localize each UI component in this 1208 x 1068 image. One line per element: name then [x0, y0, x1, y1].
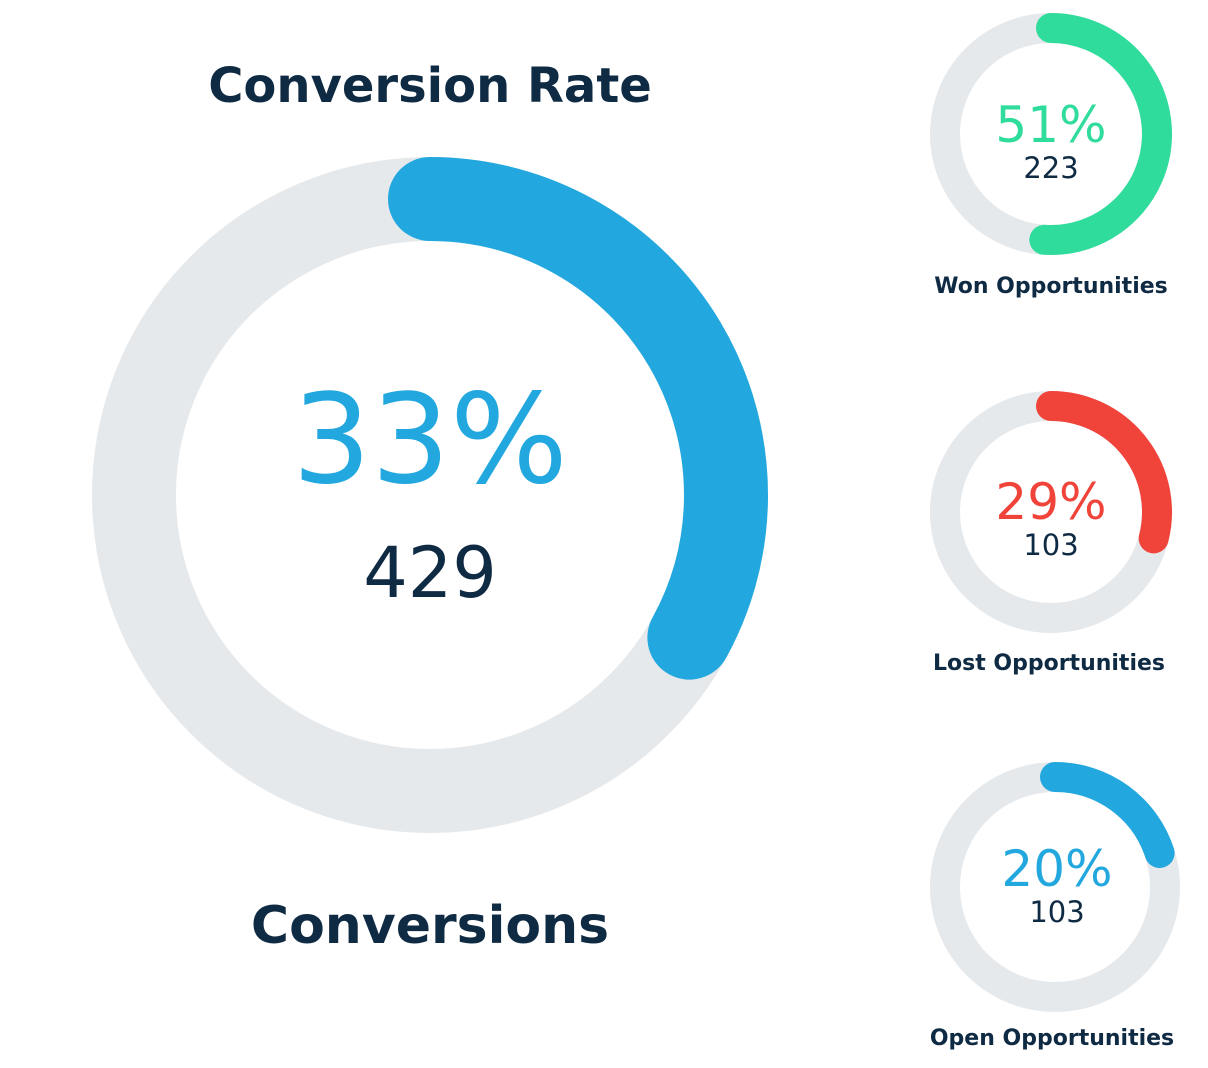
lost-donut-value-arc	[1036, 391, 1172, 554]
lost-center: 29% 103	[926, 477, 1176, 560]
open-opportunities-label: Open Opportunities	[929, 1026, 1175, 1051]
open-count-label: 103	[1029, 895, 1085, 929]
open-percent-label: 20%	[1001, 840, 1113, 898]
main-donut-value-arc	[388, 157, 768, 680]
open-donut-value-arc	[1040, 762, 1175, 869]
lost-percent-label: 29%	[995, 473, 1107, 531]
main-count-label: 429	[363, 532, 497, 614]
lost-count-label: 103	[1023, 528, 1079, 562]
won-count-label: 223	[1023, 151, 1079, 185]
won-opportunities-label: Won Opportunities	[934, 274, 1168, 299]
lost-opportunities-label: Lost Opportunities	[932, 651, 1166, 676]
main-chart-subtitle: Conversions	[250, 896, 610, 956]
main-chart-title: Conversion Rate	[208, 58, 652, 114]
won-center: 51% 223	[926, 100, 1176, 183]
won-donut-value-arc	[1029, 13, 1172, 255]
won-percent-label: 51%	[995, 96, 1107, 154]
open-center: 20% 103	[932, 844, 1182, 927]
main-percent-label: 33%	[292, 368, 568, 512]
